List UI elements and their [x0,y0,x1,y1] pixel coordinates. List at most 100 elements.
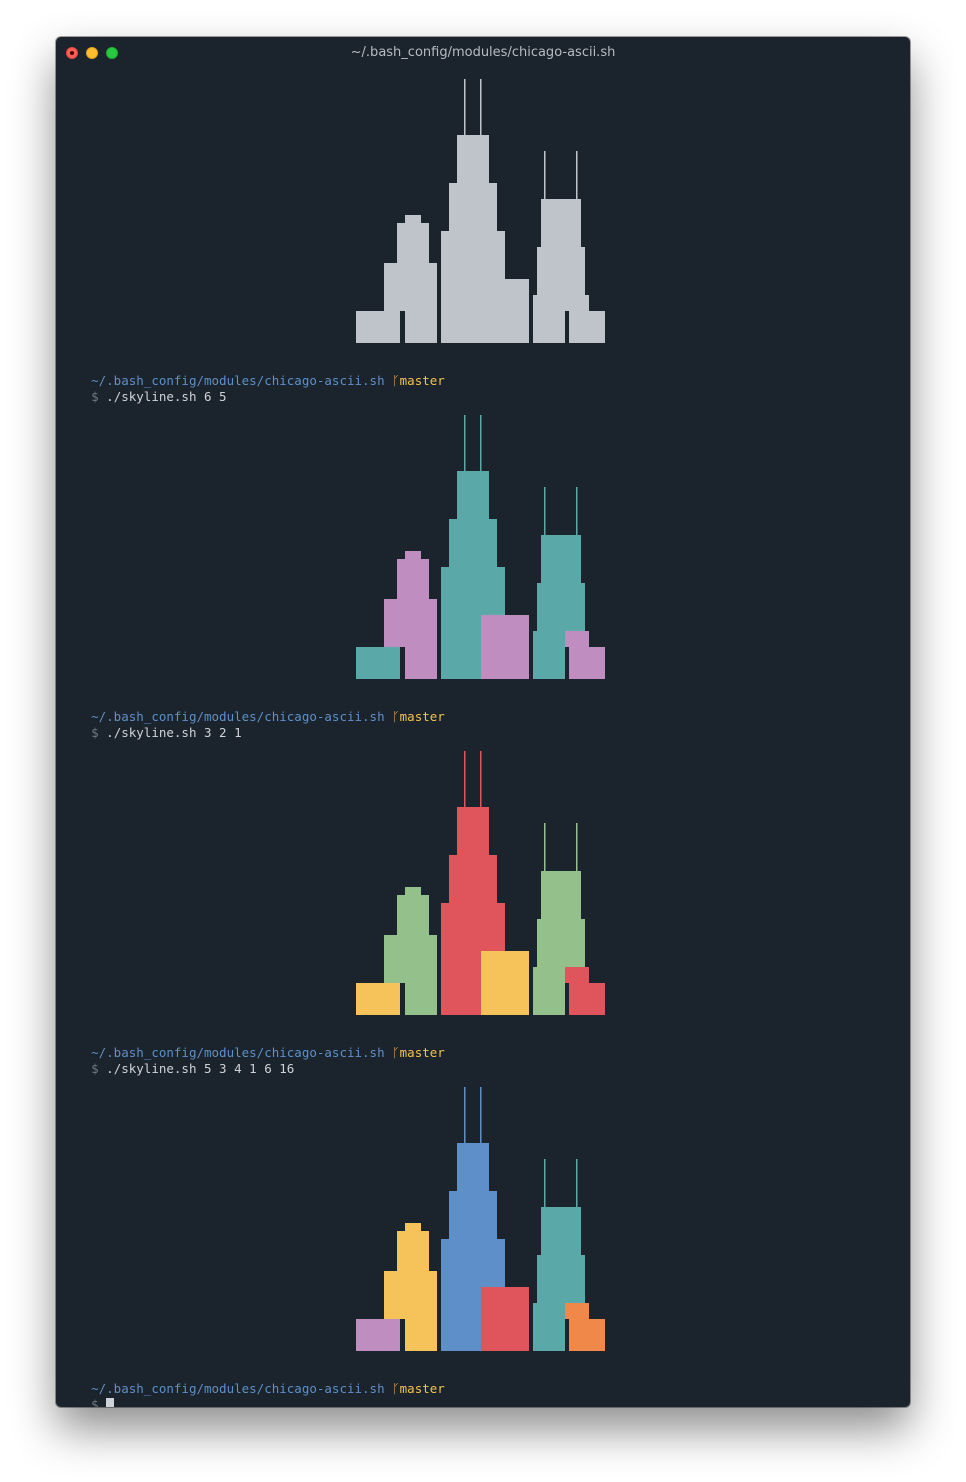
hancock-antenna [576,823,578,871]
hancock-antenna [544,1159,546,1207]
hancock-antenna [576,487,578,535]
prompt-path: ~/.bash_config/modules/chicago-ascii.sh [91,373,385,388]
command-line: $ ./skyline.sh 5 3 4 1 6 16 [61,1045,294,1093]
prompt-path: ~/.bash_config/modules/chicago-ascii.sh [91,709,385,724]
prompt-dollar: $ [91,1061,99,1076]
window-title: ~/.bash_config/modules/chicago-ascii.sh [350,45,616,60]
git-branch-icon: ᚴ [392,373,400,388]
building-mid-low [481,279,529,343]
git-branch: master [399,1381,445,1396]
building-left-tower [405,1271,437,1351]
sears-antenna [464,751,466,807]
git-branch: master [399,1045,445,1060]
building-left-tower [384,599,405,647]
sears-antenna [480,415,482,471]
skyline-art [356,413,606,683]
skyline-art [356,1085,606,1355]
git-branch-icon: ᚴ [392,709,400,724]
building-left-tower [405,551,421,559]
building-hancock-tower [533,967,565,1015]
building-mid-low [481,951,529,1015]
maximize-button[interactable] [106,47,118,59]
git-branch-icon: ᚴ [392,1045,400,1060]
building-sears-tower [449,855,497,903]
close-button[interactable] [66,47,78,59]
prompt-path: ~/.bash_config/modules/chicago-ascii.sh [91,1045,385,1060]
building-sears-tower [457,471,489,519]
prompt-line: ~/.bash_config/modules/chicago-ascii.sh … [61,1029,445,1077]
building-mid-low [481,615,529,679]
skyline-graphic [356,751,605,1015]
building-right-low [569,1319,605,1351]
building-left-tower [397,895,429,935]
command-line: $ ./skyline.sh 3 2 1 [61,709,242,757]
building-left-low [356,1319,400,1351]
command-text: ./skyline.sh 3 2 1 [106,725,242,740]
building-right-low [565,631,589,647]
prompt-dollar: $ [91,1397,99,1407]
building-right-low [565,295,589,311]
building-left-tower [397,1231,429,1271]
sears-antenna [464,1087,466,1143]
terminal-window: ~/.bash_config/modules/chicago-ascii.sh … [56,37,910,1407]
hancock-antenna [576,1159,578,1207]
building-hancock-tower [541,535,581,583]
building-sears-tower [457,1143,489,1191]
building-left-tower [384,263,405,311]
building-left-low [356,311,400,343]
command-line: $ ./skyline.sh 6 5 [61,373,227,421]
skyline-art [356,749,606,1019]
building-sears-tower [457,135,489,183]
title-bar[interactable]: ~/.bash_config/modules/chicago-ascii.sh [56,37,910,67]
prompt-line: ~/.bash_config/modules/chicago-ascii.sh … [61,357,445,405]
prompt-dollar: $ [91,725,99,740]
command-line[interactable]: $ [61,1381,115,1407]
skyline-art [356,77,606,347]
building-hancock-tower [541,871,581,919]
git-branch-icon: ᚴ [392,1381,400,1396]
building-left-tower [397,223,429,263]
building-left-tower [405,215,421,223]
minimize-button[interactable] [86,47,98,59]
building-mid-low [481,1287,529,1351]
building-left-tower [405,935,437,1015]
building-hancock-tower [533,295,565,343]
sears-antenna [480,751,482,807]
building-left-tower [384,935,405,983]
building-hancock-tower [537,919,585,967]
building-left-tower [405,263,437,343]
building-right-low [565,967,589,983]
building-left-tower [405,1223,421,1231]
git-branch: master [399,373,445,388]
hancock-antenna [544,823,546,871]
building-hancock-tower [537,247,585,295]
building-hancock-tower [537,583,585,631]
building-sears-tower [449,1191,497,1239]
text-cursor[interactable] [106,1398,115,1407]
building-left-low [356,983,400,1015]
skyline-graphic [356,79,605,343]
building-hancock-tower [541,199,581,247]
building-left-tower [397,559,429,599]
hancock-antenna [544,151,546,199]
building-left-tower [384,1271,405,1319]
building-sears-tower [449,519,497,567]
building-right-low [569,311,605,343]
building-hancock-tower [533,1303,565,1351]
prompt-path: ~/.bash_config/modules/chicago-ascii.sh [91,1381,385,1396]
building-left-low [356,647,400,679]
building-left-tower [405,599,437,679]
building-hancock-tower [533,631,565,679]
command-text: ./skyline.sh 6 5 [106,389,227,404]
skyline-graphic [356,415,605,679]
hancock-antenna [544,487,546,535]
building-right-low [569,647,605,679]
building-sears-tower [457,807,489,855]
prompt-dollar: $ [91,389,99,404]
building-hancock-tower [541,1207,581,1255]
prompt-line: ~/.bash_config/modules/chicago-ascii.sh … [61,1365,445,1407]
sears-antenna [480,79,482,135]
building-left-tower [405,887,421,895]
sears-antenna [480,1087,482,1143]
git-branch: master [399,709,445,724]
